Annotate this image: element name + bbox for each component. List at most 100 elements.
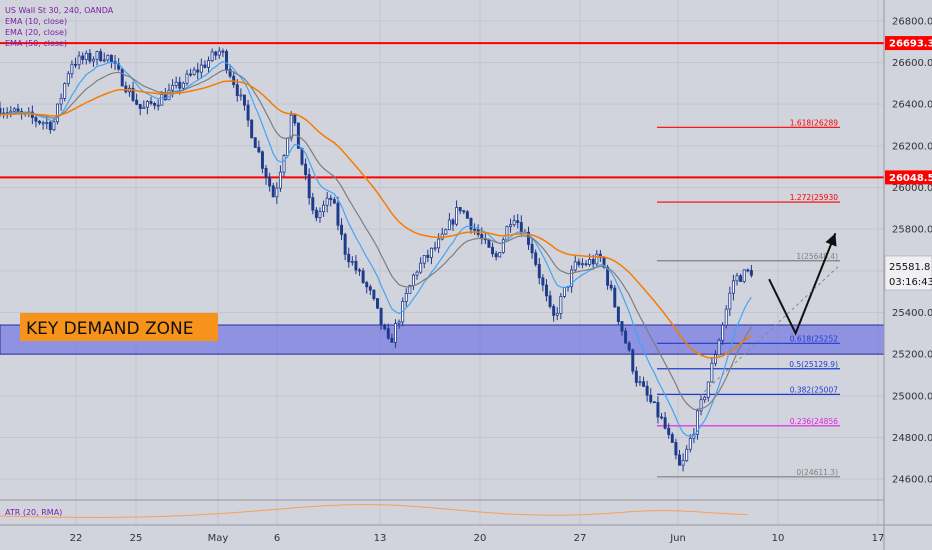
candle-body: [411, 274, 415, 286]
candles: [0, 47, 753, 472]
candle-body: [386, 328, 390, 339]
candle-body: [681, 460, 685, 466]
time-tick-label: May: [208, 533, 229, 544]
atr-line: [0, 504, 749, 518]
time-tick-label: 22: [70, 533, 83, 544]
time-tick-label: 25: [130, 533, 143, 544]
candle-body: [591, 259, 595, 265]
candle-body: [678, 454, 681, 466]
candle-body: [199, 64, 203, 73]
candle-body: [527, 231, 530, 245]
candle-body: [383, 324, 387, 330]
candle-body: [250, 119, 254, 139]
candle-body: [559, 296, 563, 314]
candle-body: [347, 253, 351, 263]
candle-body: [99, 51, 103, 62]
candle-body: [731, 280, 735, 294]
candle-body: [627, 342, 631, 351]
candle-body: [584, 263, 588, 266]
fibonacci-levels: 1.618(26289 1.272(25930 1(25648.4) 0.618(25…: [657, 118, 840, 478]
candle-body: [573, 261, 577, 271]
candle-body: [63, 83, 67, 99]
candle-body: [203, 64, 207, 68]
ema-line: [0, 80, 752, 359]
candle-body: [437, 238, 441, 249]
candle-body: [577, 261, 581, 265]
fib-label: 0.618(25252: [790, 334, 838, 343]
time-axis[interactable]: 22 25 May 6 13 20 27 Jun 10 17: [70, 533, 885, 544]
candle-body: [624, 330, 628, 344]
fib-label: 0(24611.3): [796, 468, 838, 477]
time-tick-label: 13: [374, 533, 387, 544]
candle-body: [703, 396, 707, 401]
candle-body: [494, 253, 498, 258]
candle-body: [404, 293, 408, 302]
candle-body: [699, 399, 703, 412]
candle-body: [142, 106, 146, 109]
key-levels: [0, 42, 884, 179]
candle-body: [185, 73, 189, 84]
candle-body: [70, 63, 74, 75]
key-level-box: [885, 36, 932, 51]
candle-body: [153, 103, 157, 106]
time-tick-label: 6: [274, 533, 280, 544]
candle-body: [271, 185, 275, 198]
candle-body: [512, 220, 516, 226]
candle-body: [390, 337, 394, 343]
candle-body: [473, 228, 477, 231]
candle-body: [289, 114, 293, 139]
candle-body: [595, 253, 599, 265]
candle-body: [278, 171, 282, 189]
ema10-label[interactable]: EMA (10, close): [5, 17, 68, 26]
time-tick-label: 10: [772, 533, 785, 544]
candle-body: [225, 51, 228, 70]
candle-body: [207, 60, 210, 68]
candle-body: [530, 244, 534, 254]
ema20-label[interactable]: EMA (20, close): [5, 28, 68, 37]
price-tick-label: 26800.0: [892, 16, 932, 27]
candle-body: [38, 120, 42, 124]
candle-body: [469, 217, 473, 230]
ema-line: [0, 69, 752, 411]
candle-body: [433, 247, 437, 250]
candle-body: [606, 266, 610, 286]
candle-body: [95, 51, 99, 60]
candle-body: [361, 270, 365, 283]
candle-body: [735, 275, 739, 282]
candle-body: [48, 121, 52, 131]
candle-body: [293, 114, 297, 124]
symbol-title[interactable]: US Wall St 30, 240, OANDA: [5, 6, 114, 15]
candle-body: [120, 68, 124, 87]
candle-body: [138, 103, 142, 109]
candle-body: [580, 263, 584, 266]
candle-body: [660, 416, 663, 419]
price-tick-label: 26400.0: [892, 100, 932, 111]
candle-body: [160, 94, 164, 106]
candle-body: [717, 339, 721, 356]
price-tick-label: 25000.0: [892, 391, 932, 402]
candle-body: [329, 197, 333, 200]
candle-body: [713, 354, 717, 364]
candle-body: [663, 417, 667, 429]
candle-body: [88, 52, 92, 62]
candle-body: [171, 85, 175, 91]
fib-label: 1(25648.4): [796, 252, 838, 261]
candle-body: [613, 287, 617, 308]
candle-body: [343, 233, 347, 255]
candle-body: [555, 312, 559, 316]
time-tick-label: 20: [474, 533, 487, 544]
candle-body: [710, 362, 714, 383]
time-tick-label: 17: [872, 533, 885, 544]
candle-body: [239, 94, 243, 97]
ema-line: [0, 60, 752, 437]
candle-body: [124, 85, 128, 93]
candle-body: [609, 284, 613, 289]
candle-body: [638, 381, 642, 384]
fib-label: 0.5(25129.9): [789, 360, 838, 369]
chart-legend: US Wall St 30, 240, OANDA EMA (10, close…: [5, 5, 113, 49]
key-level-label: 26693.3: [889, 39, 932, 50]
candle-body: [462, 210, 466, 213]
ema50-label[interactable]: EMA (50, close): [5, 39, 68, 48]
atr-indicator-label[interactable]: ATR (20, RMA): [5, 508, 63, 517]
